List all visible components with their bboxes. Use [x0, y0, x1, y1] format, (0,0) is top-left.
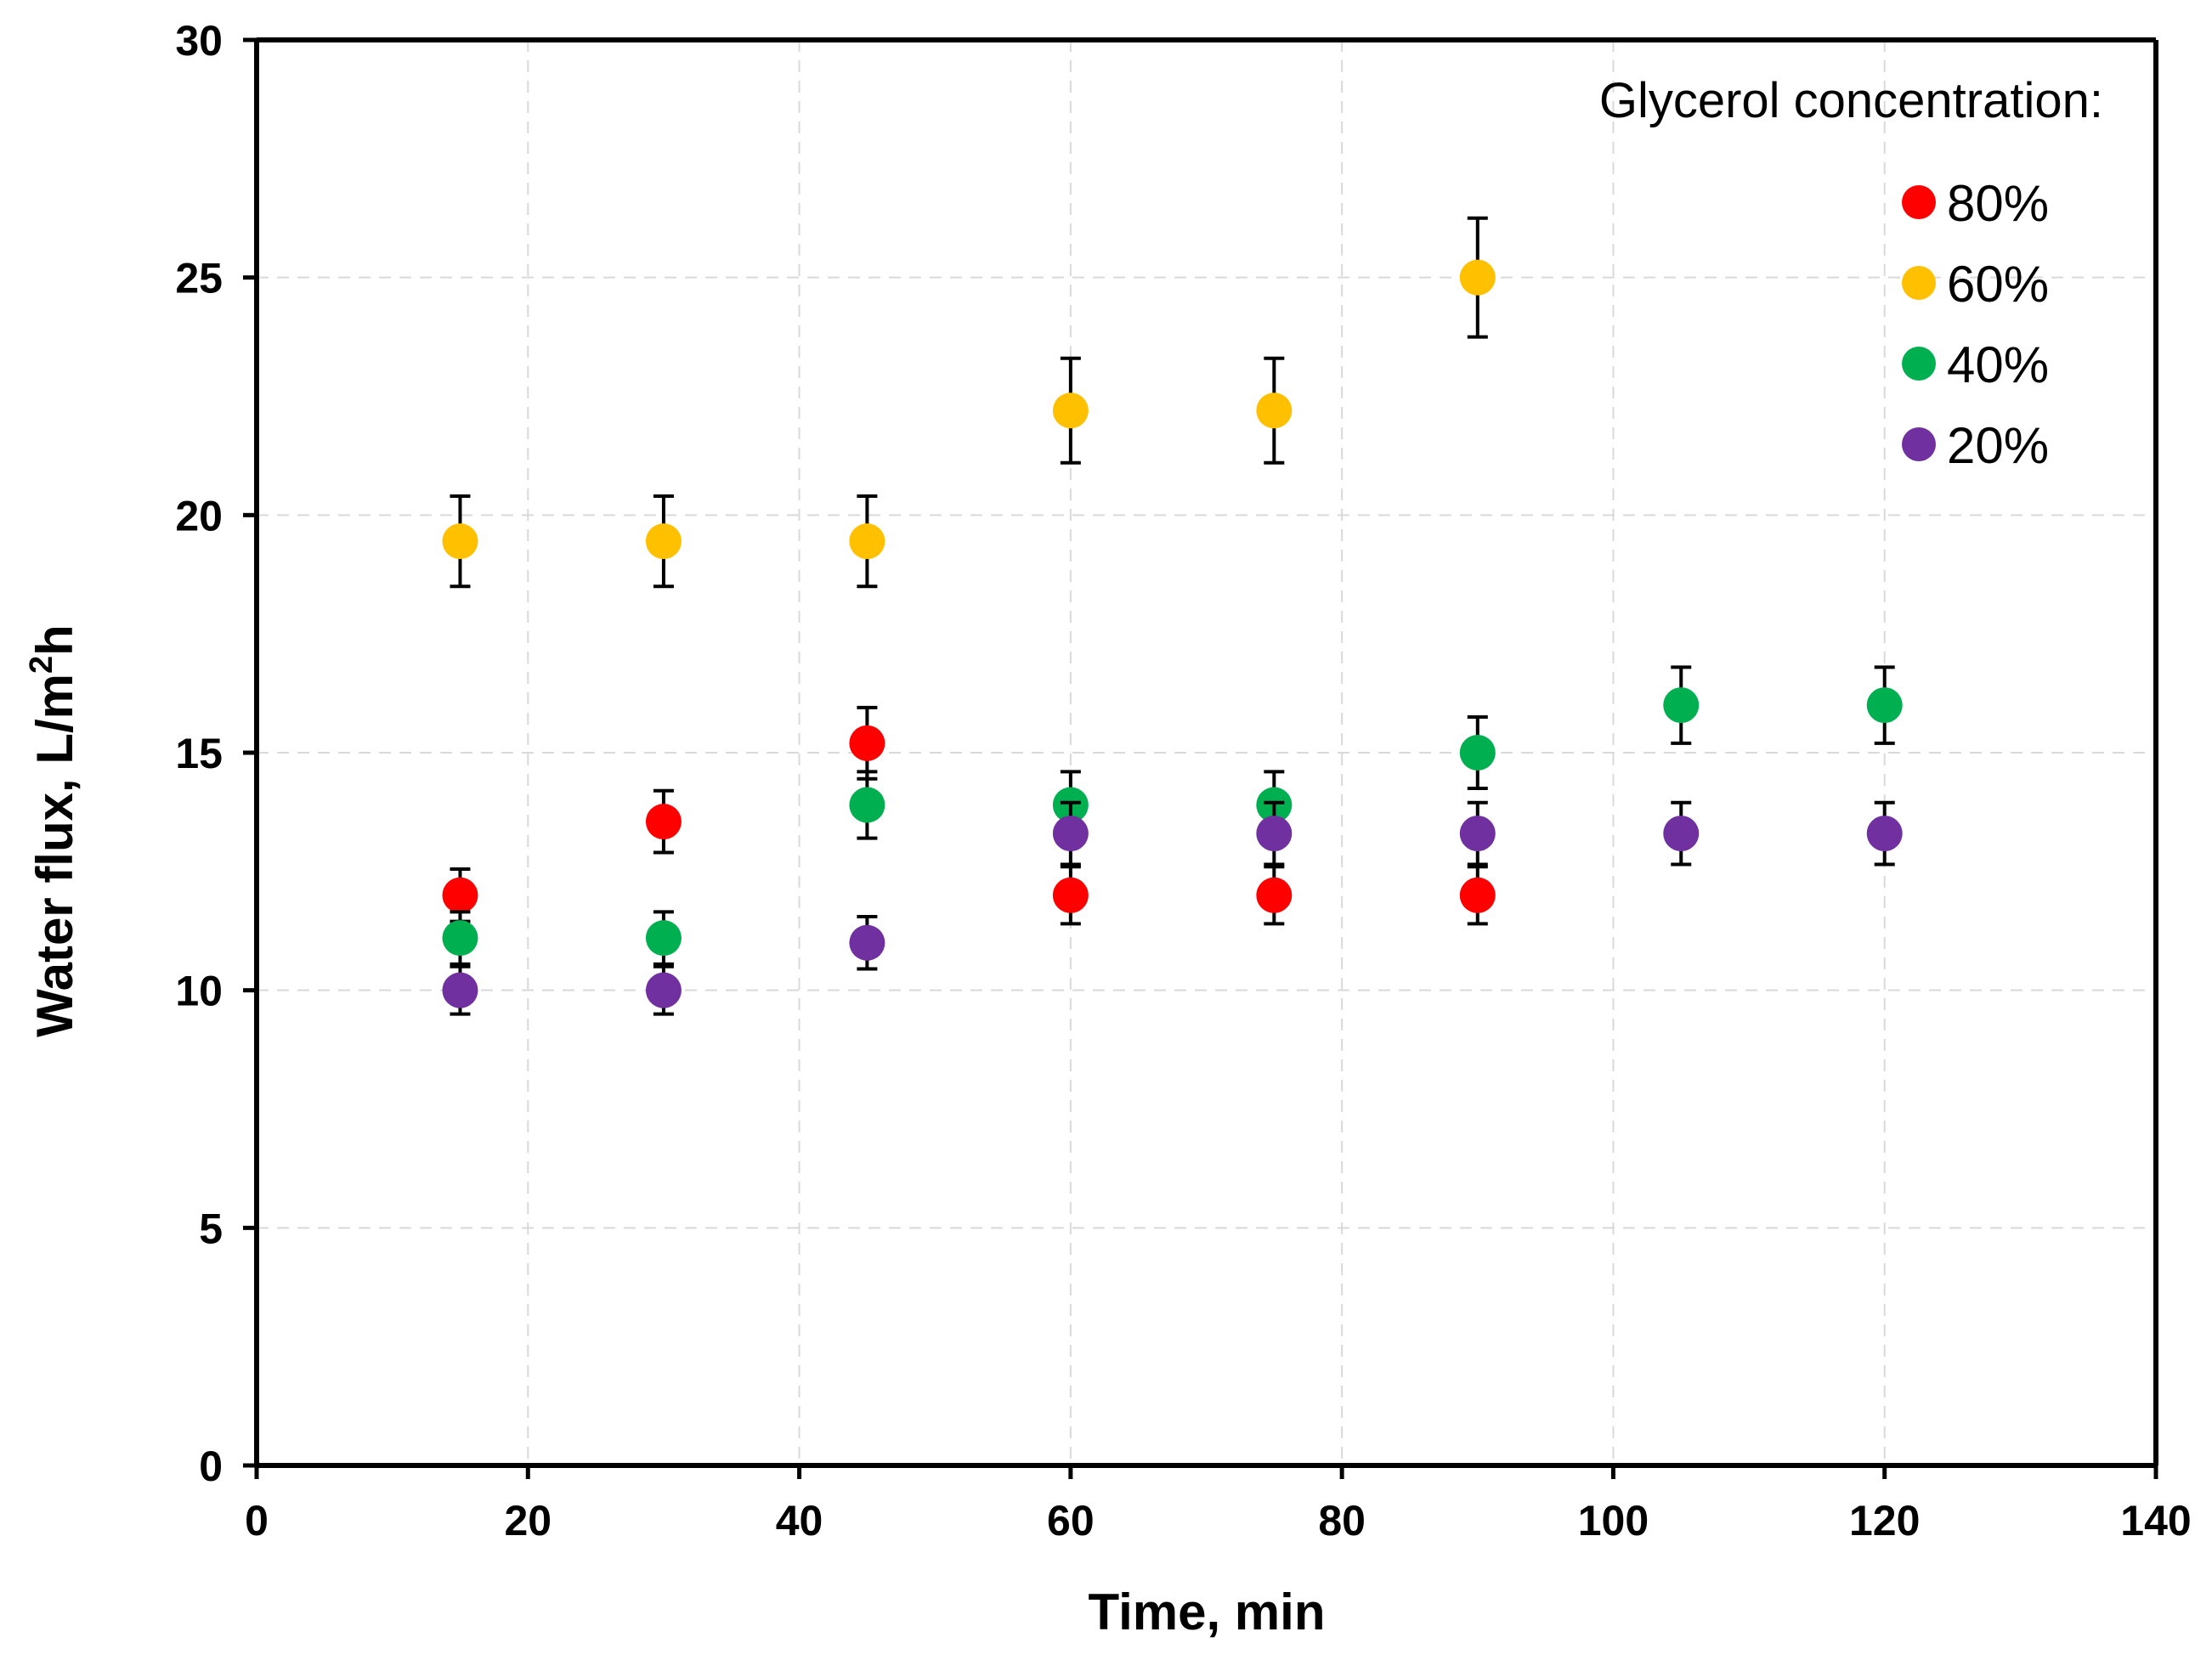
- data-point: [1459, 259, 1496, 296]
- legend-label-20pct: 20%: [1947, 417, 2049, 474]
- data-point: [1459, 735, 1496, 771]
- legend-label-40pct: 40%: [1947, 336, 2049, 393]
- x-tick-label-140: 140: [2120, 1497, 2191, 1544]
- y-tick-label-5: 5: [199, 1205, 223, 1252]
- x-axis-title: Time, min: [1089, 1584, 1326, 1640]
- legend-label-60pct: 60%: [1947, 256, 2049, 313]
- data-point: [1052, 816, 1089, 852]
- y-axis-title: Water flux, L/m2h: [24, 624, 83, 1037]
- data-point: [442, 972, 478, 1008]
- data-points: [442, 216, 1903, 1016]
- legend-marker-80pct: [1902, 185, 1936, 219]
- legend-marker-60pct: [1902, 266, 1936, 300]
- x-tick-label-0: 0: [245, 1497, 269, 1544]
- y-tick-label-25: 25: [175, 255, 223, 302]
- data-point: [1256, 877, 1293, 913]
- data-point: [645, 920, 682, 957]
- data-point: [645, 804, 682, 840]
- data-point: [1256, 816, 1293, 852]
- legend-title: Glycerol concentration:: [1599, 73, 2103, 128]
- x-tick-label-100: 100: [1578, 1497, 1649, 1544]
- data-point: [1663, 816, 1700, 852]
- series-80pct: [442, 705, 1496, 926]
- data-point: [645, 972, 682, 1008]
- y-axis-title-superscript: 2: [24, 656, 59, 674]
- data-point: [1052, 392, 1089, 429]
- grid: [257, 40, 2156, 1465]
- legend-marker-40pct: [1902, 347, 1936, 381]
- data-point: [442, 920, 478, 957]
- tick-labels: 0 20 40 60 80 100 120 140 0 5 10 15 20 25 30: [175, 17, 2191, 1544]
- data-point: [442, 877, 478, 913]
- y-tick-label-15: 15: [175, 730, 223, 777]
- y-tick-label-0: 0: [199, 1443, 223, 1490]
- data-point: [849, 725, 885, 761]
- data-point: [849, 787, 885, 823]
- legend-marker-20pct: [1902, 427, 1936, 461]
- y-axis-title-main: Water flux, L/m: [26, 674, 83, 1037]
- series-40pct: [442, 665, 1903, 966]
- series-60pct: [442, 216, 1496, 589]
- y-tick-label-10: 10: [175, 968, 223, 1015]
- series-20pct: [442, 800, 1903, 1016]
- axes: [243, 37, 2158, 1479]
- data-point: [849, 924, 885, 961]
- data-point: [1256, 392, 1293, 429]
- x-tick-label-20: 20: [504, 1497, 552, 1544]
- legend: 80% 60% 40% 20%: [1902, 175, 2049, 474]
- x-tick-label-40: 40: [776, 1497, 823, 1544]
- data-point: [1866, 816, 1903, 852]
- data-point: [849, 523, 885, 560]
- y-axis-title-tail: h: [26, 624, 83, 656]
- legend-label-80pct: 80%: [1947, 175, 2049, 232]
- data-point: [1866, 687, 1903, 724]
- data-point: [1459, 816, 1496, 852]
- data-point: [645, 523, 682, 560]
- x-tick-label-120: 120: [1849, 1497, 1920, 1544]
- x-tick-label-80: 80: [1318, 1497, 1366, 1544]
- data-point: [442, 523, 478, 560]
- y-tick-label-20: 20: [175, 492, 223, 539]
- data-point: [1459, 877, 1496, 913]
- data-point: [1663, 687, 1700, 724]
- x-tick-label-60: 60: [1047, 1497, 1095, 1544]
- y-tick-label-30: 30: [175, 17, 223, 65]
- data-point: [1052, 877, 1089, 913]
